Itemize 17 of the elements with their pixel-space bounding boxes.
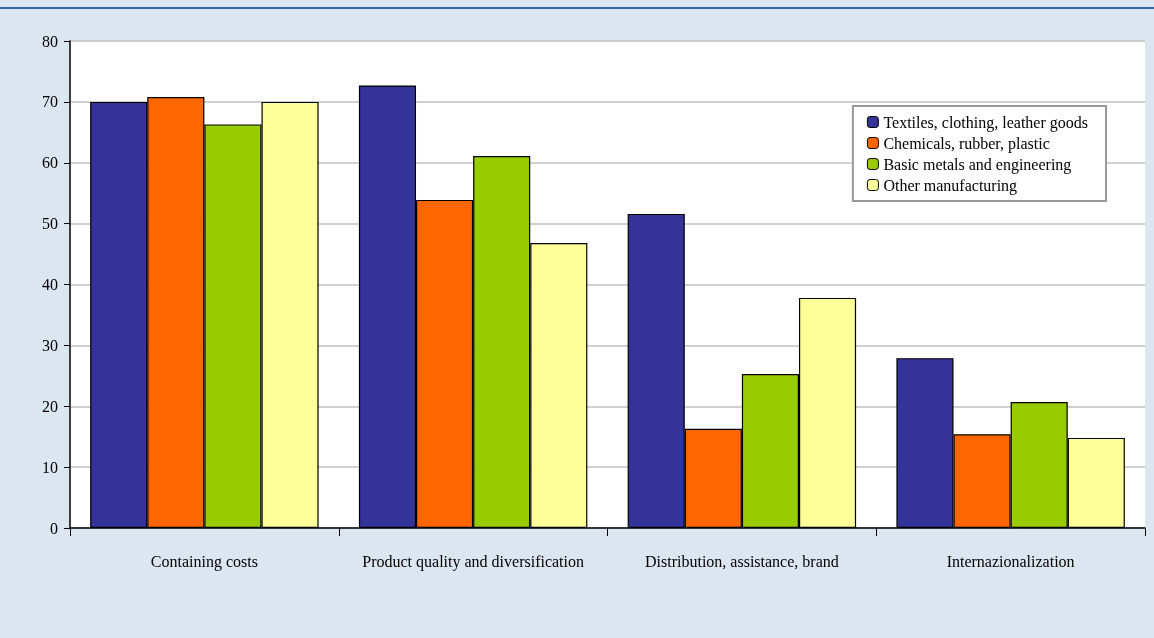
x-tick-label: Internazionalization bbox=[946, 552, 1075, 570]
y-tick-label: 0 bbox=[50, 519, 58, 537]
legend-label: Textiles, clothing, leather goods bbox=[883, 113, 1088, 132]
x-tick-label: Containing costs bbox=[150, 552, 258, 571]
x-tick-label: Distribution, assistance, brand bbox=[645, 552, 839, 570]
y-tick-label: 80 bbox=[42, 32, 58, 50]
y-tick-label: 30 bbox=[42, 336, 58, 354]
y-tick-label: 70 bbox=[42, 93, 58, 111]
legend-label: Basic metals and engineering bbox=[883, 155, 1072, 174]
x-tick-label: Product quality and diversification bbox=[362, 552, 584, 571]
y-tick-label: 10 bbox=[42, 458, 58, 476]
y-tick-label: 60 bbox=[42, 154, 58, 172]
y-tick-label: 50 bbox=[42, 215, 58, 233]
legend-label: Other manufacturing bbox=[883, 176, 1018, 195]
y-tick-label: 40 bbox=[42, 276, 58, 293]
legend-label: Chemicals, rubber, plastic bbox=[883, 134, 1050, 153]
y-tick-label: 20 bbox=[42, 397, 58, 415]
